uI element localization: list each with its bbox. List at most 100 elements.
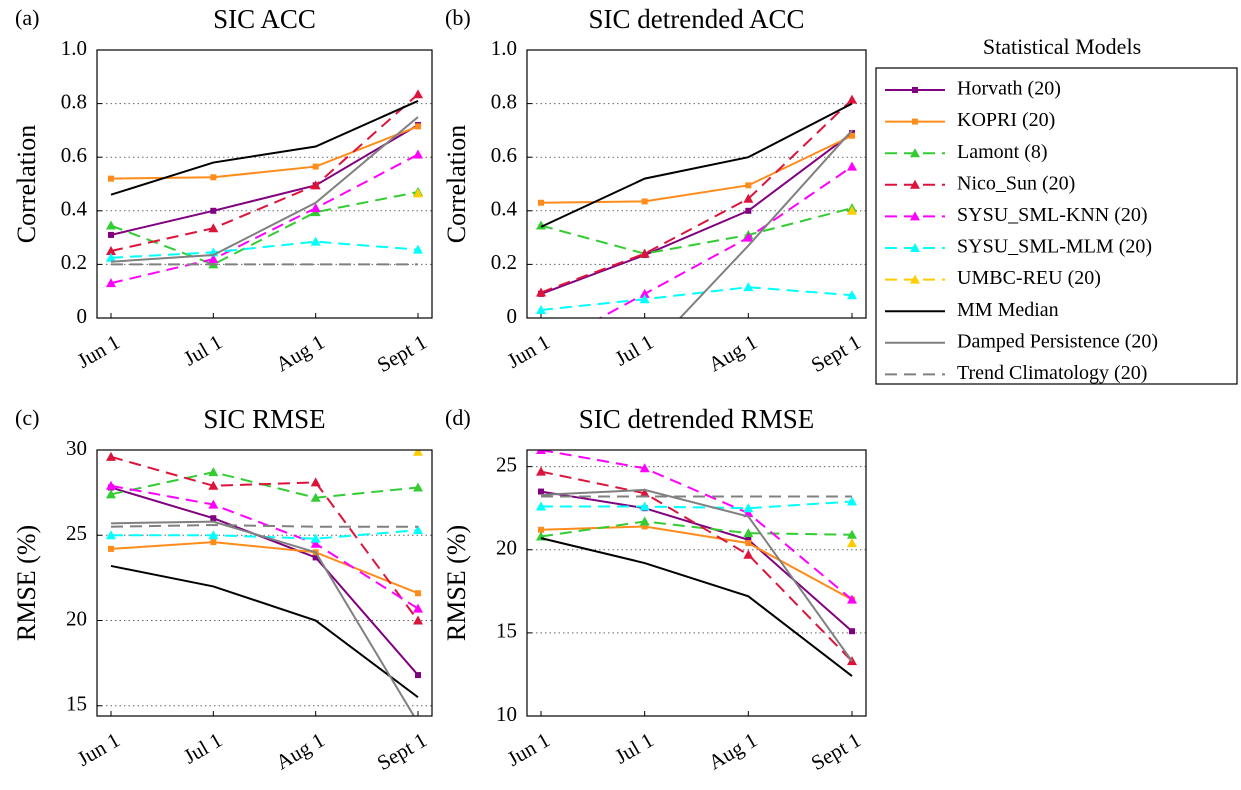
series-line <box>110 564 419 699</box>
marker <box>745 182 752 189</box>
panel-label: (b) <box>445 5 471 30</box>
series-line <box>540 286 853 311</box>
y-tick-label: 10 <box>496 702 517 726</box>
series-line <box>540 525 853 601</box>
marker <box>538 199 544 206</box>
marker <box>847 290 857 300</box>
series-line <box>110 153 419 285</box>
axes-frame <box>526 449 867 717</box>
y-tick-label: 0.6 <box>61 143 87 167</box>
marker <box>310 538 321 548</box>
x-tick-label: Aug 1 <box>272 728 329 775</box>
marker <box>208 254 219 264</box>
marker <box>847 94 857 104</box>
marker <box>847 205 857 215</box>
y-tick-label: 0.4 <box>61 197 88 221</box>
y-tick-label: 20 <box>66 606 87 630</box>
y-tick-label: 1.0 <box>61 36 87 60</box>
y-tick-label: 20 <box>496 536 517 560</box>
series-line <box>540 520 853 538</box>
legend-label: Damped Persistence (20) <box>957 330 1158 352</box>
marker <box>910 211 920 221</box>
series-line <box>110 124 419 236</box>
series-line <box>110 93 419 252</box>
series-line <box>110 541 419 595</box>
marker <box>536 501 546 511</box>
marker <box>108 231 114 238</box>
x-tick-label: Sept 1 <box>373 728 431 775</box>
marker <box>745 536 752 543</box>
legend-title: Statistical Models <box>983 34 1141 59</box>
marker <box>639 501 650 511</box>
marker <box>208 499 219 509</box>
y-axis-label: RMSE (%) <box>12 525 41 641</box>
marker <box>910 179 920 189</box>
series-line <box>540 132 853 295</box>
marker <box>210 174 217 181</box>
marker <box>743 232 754 242</box>
x-tick-label: Jun 1 <box>73 728 124 771</box>
marker <box>639 248 650 258</box>
marker <box>108 175 114 182</box>
plot-area <box>106 89 423 288</box>
marker <box>743 528 754 538</box>
y-tick-label: 0 <box>507 304 518 328</box>
series-line <box>110 191 419 266</box>
y-tick-label: 0.4 <box>491 197 518 221</box>
marker <box>536 287 546 297</box>
series-line <box>540 450 853 601</box>
marker <box>912 118 918 125</box>
x-tick-label: Jun 1 <box>73 330 124 373</box>
marker <box>538 526 544 533</box>
marker <box>106 451 116 461</box>
x-tick-label: Jun 1 <box>503 728 554 771</box>
legend-label: MM Median <box>957 299 1059 321</box>
marker <box>413 89 423 99</box>
marker <box>743 549 754 559</box>
marker <box>106 246 116 255</box>
marker <box>743 193 754 203</box>
x-tick-label: Aug 1 <box>704 330 761 377</box>
marker <box>910 148 920 158</box>
series-line <box>110 240 419 259</box>
legend-label: KOPRI (20) <box>957 109 1055 131</box>
marker <box>208 223 219 233</box>
legend-label: Nico_Sun (20) <box>957 172 1075 194</box>
marker <box>536 304 546 314</box>
y-tick-label: 25 <box>496 452 517 476</box>
marker <box>208 480 219 490</box>
marker <box>415 123 421 130</box>
series-line <box>110 520 416 716</box>
axes-frame <box>96 449 433 717</box>
series-line <box>110 524 418 528</box>
marker <box>847 529 857 539</box>
chart-title: SIC detrended RMSE <box>579 404 815 434</box>
marker <box>208 530 219 540</box>
legend-label: Trend Climatology (20) <box>957 362 1147 384</box>
panel-label: (a) <box>15 5 39 30</box>
marker <box>536 220 546 230</box>
series-line <box>110 100 419 196</box>
marker <box>847 496 857 506</box>
marker <box>210 539 217 546</box>
y-axis-label: Correlation <box>442 125 471 243</box>
series-line <box>598 165 853 318</box>
marker <box>641 198 648 205</box>
x-tick-label: Aug 1 <box>272 330 329 377</box>
series-line <box>540 207 853 255</box>
marker <box>415 590 421 597</box>
marker <box>413 450 423 456</box>
marker <box>415 672 421 679</box>
y-tick-label: 0.2 <box>491 250 517 274</box>
marker <box>413 188 423 198</box>
series-line <box>678 129 853 318</box>
marker <box>413 615 423 625</box>
x-tick-label: Sept 1 <box>807 728 865 775</box>
marker <box>310 203 321 213</box>
legend-label: UMBC-REU (20) <box>957 267 1101 289</box>
marker <box>413 149 423 159</box>
series-line <box>540 537 853 677</box>
x-tick-label: Aug 1 <box>704 728 761 775</box>
y-tick-label: 30 <box>66 436 87 460</box>
marker <box>847 161 857 171</box>
